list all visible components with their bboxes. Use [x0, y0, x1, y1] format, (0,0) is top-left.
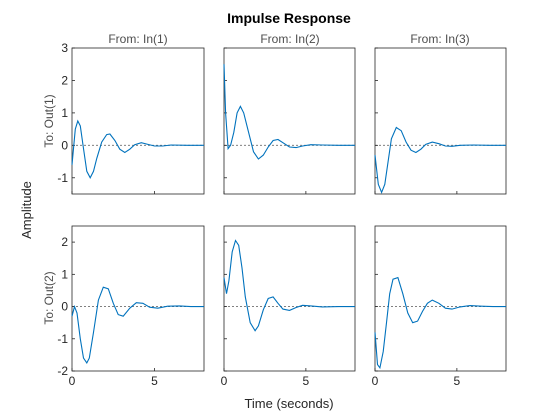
- x-tick-label: 0: [69, 374, 76, 388]
- panel-frame-r2c3: [374, 225, 507, 372]
- panel-frame-r1c2: [223, 47, 356, 195]
- y-tick-label: -1: [57, 171, 68, 185]
- y-tick-label: 3: [61, 41, 68, 55]
- y-axis-label: Amplitude: [19, 181, 34, 239]
- panel-frame-r1c3: [374, 47, 507, 195]
- response-curve-r2c3: [374, 276, 506, 370]
- y-tick-label: 2: [61, 73, 68, 87]
- y-tick-label: -2: [57, 364, 68, 378]
- response-curve-r1c2: [223, 64, 355, 160]
- x-tick-label: 0: [221, 374, 228, 388]
- column-header-1: From: In(1): [108, 32, 167, 46]
- row-label-1: To: Out(1): [42, 94, 56, 147]
- x-tick-label: 5: [303, 374, 310, 388]
- y-tick-label: -1: [57, 332, 68, 346]
- y-tick-label: 2: [61, 235, 68, 249]
- y-tick-label: 1: [61, 267, 68, 281]
- response-curve-r1c1: [71, 119, 204, 180]
- panel-frame-r2c1: [71, 225, 205, 372]
- y-tick-label: 0: [61, 300, 68, 314]
- y-tick-label: 1: [61, 106, 68, 120]
- panel-frame-r1c1: [71, 47, 205, 195]
- chart-title: Impulse Response: [227, 10, 351, 26]
- response-curve-r2c1: [71, 286, 204, 364]
- x-tick-label: 5: [454, 374, 461, 388]
- response-curve-r1c3: [374, 126, 506, 194]
- row-label-2: To: Out(2): [42, 271, 56, 324]
- panel-frame-r2c2: [223, 225, 356, 372]
- y-tick-label: 0: [61, 138, 68, 152]
- column-header-2: From: In(2): [260, 32, 319, 46]
- x-axis-label: Time (seconds): [244, 396, 333, 411]
- column-header-3: From: In(3): [410, 32, 469, 46]
- response-curve-r2c2: [223, 239, 355, 332]
- x-tick-label: 0: [372, 374, 379, 388]
- x-tick-label: 5: [151, 374, 158, 388]
